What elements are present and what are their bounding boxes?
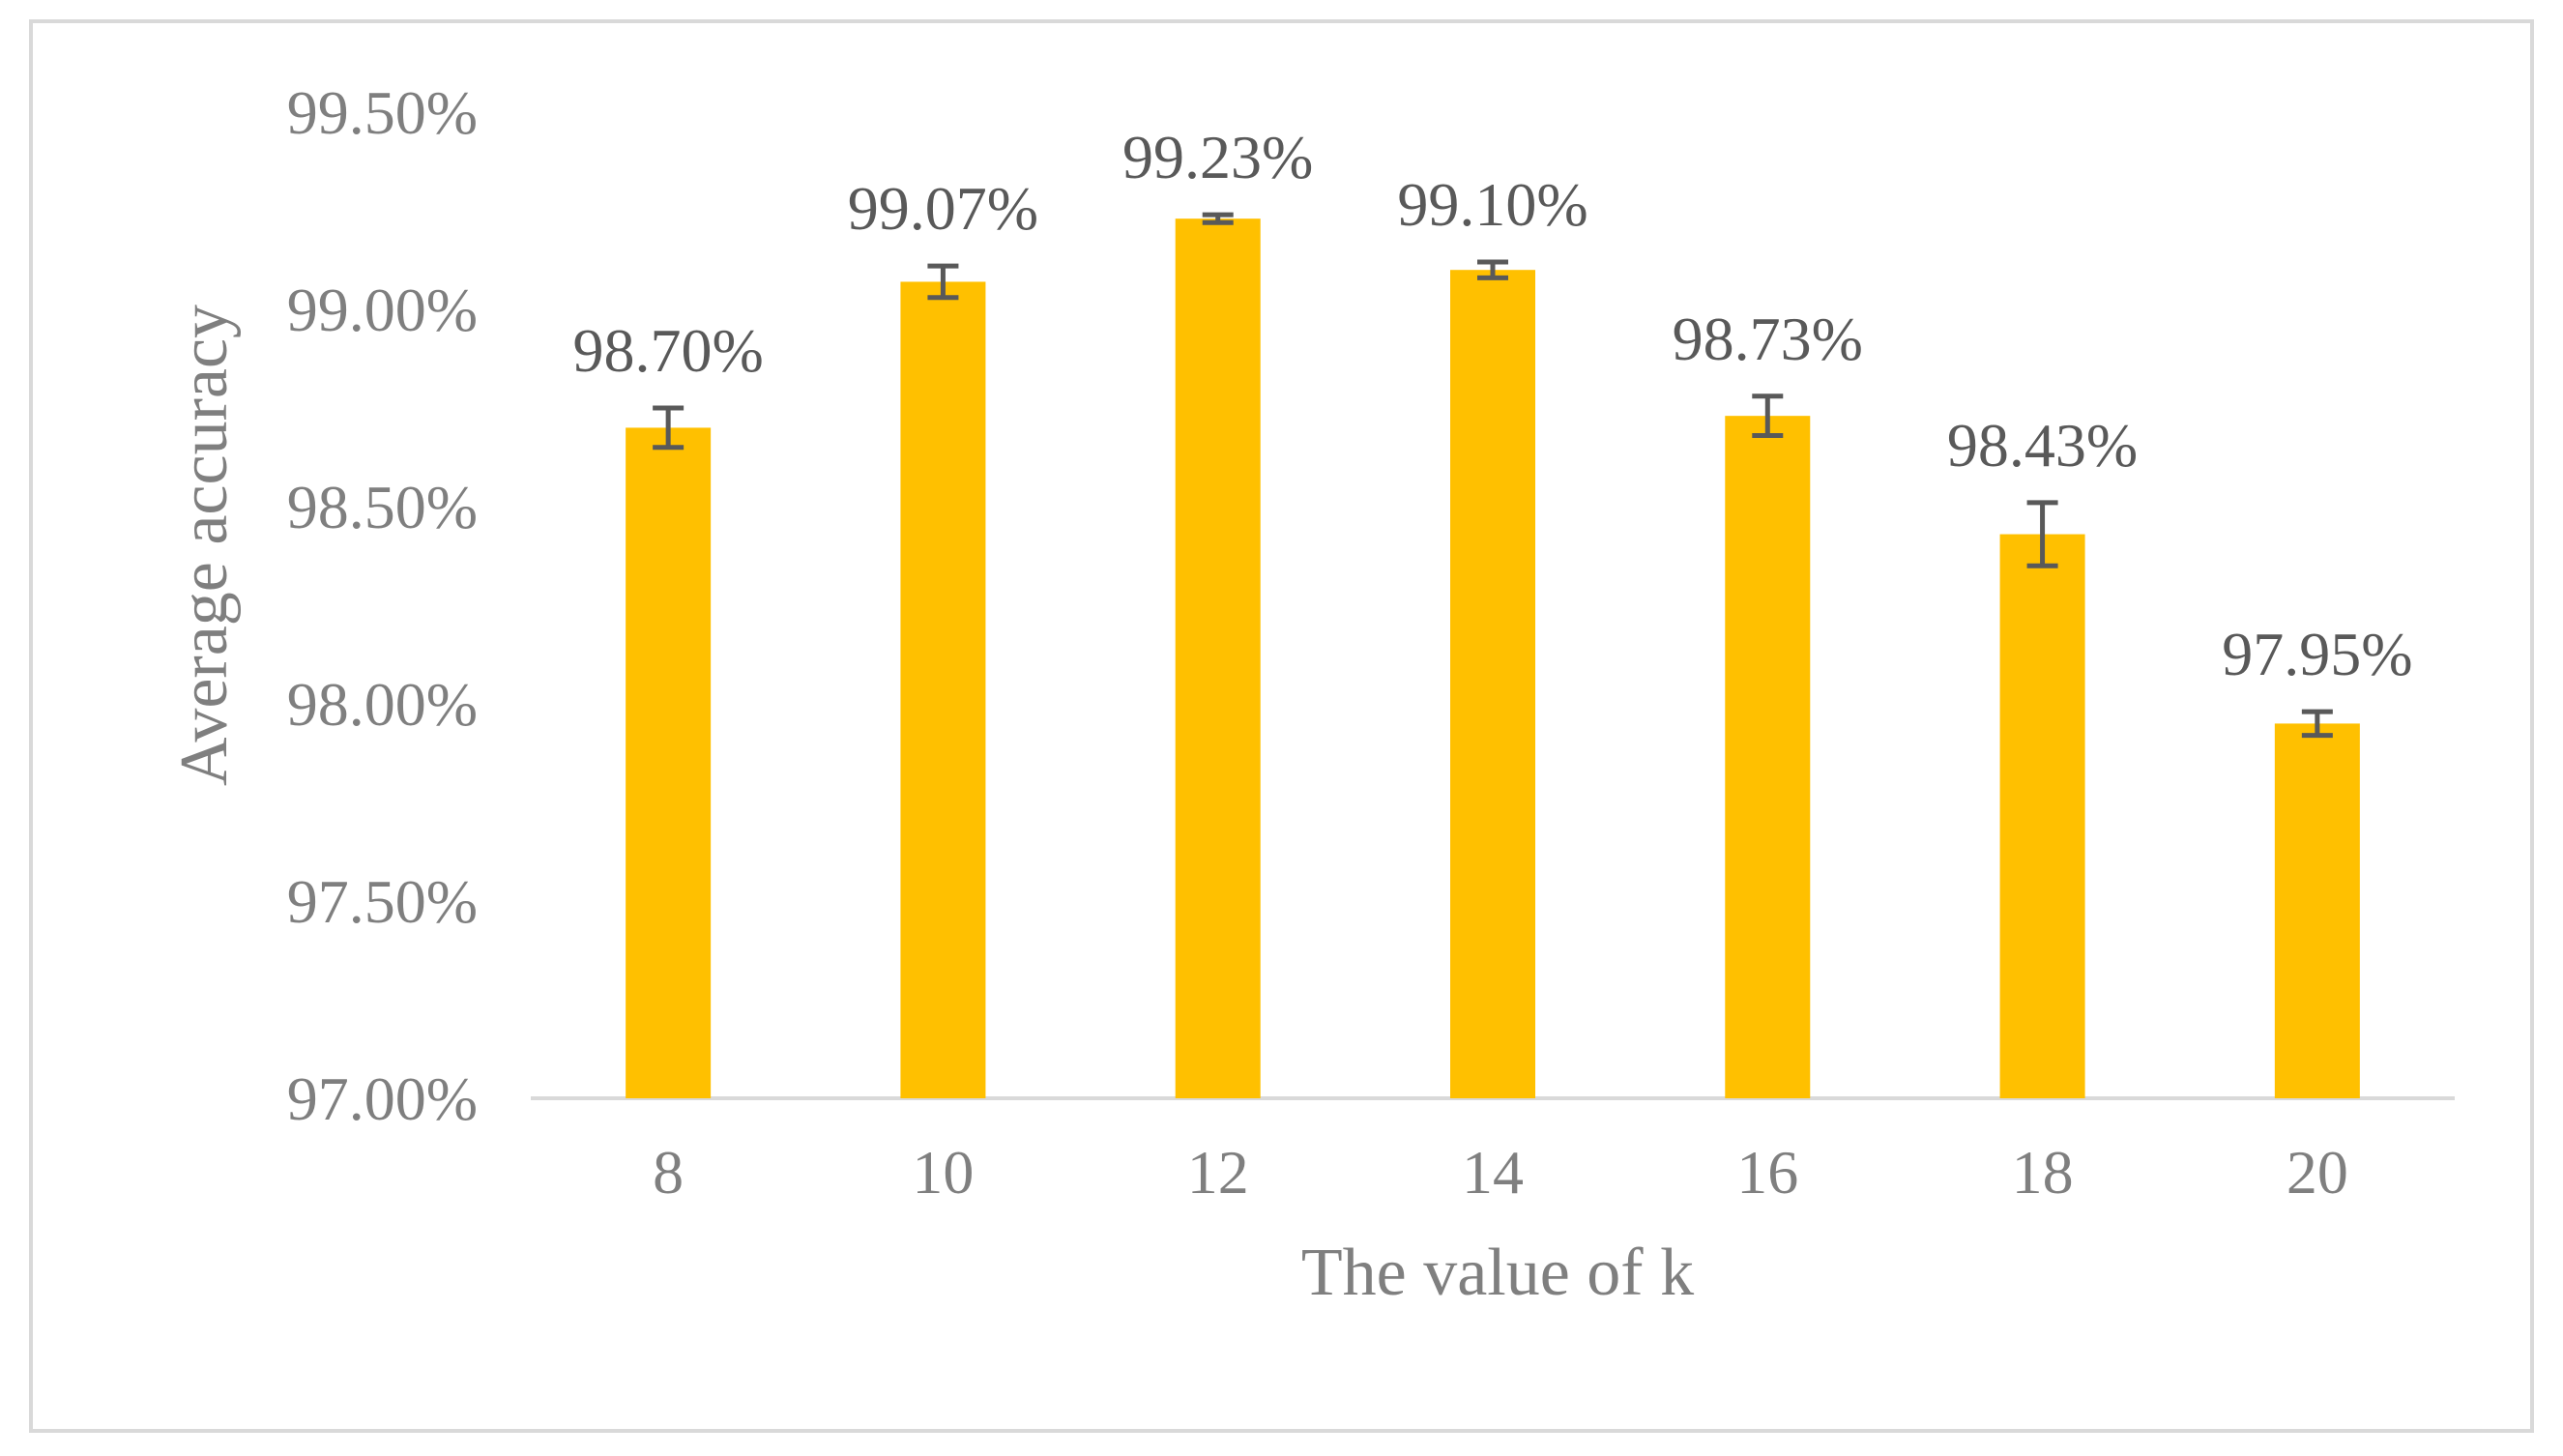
x-tick-label: 18 [2012,1138,2074,1207]
bars [626,218,2360,1098]
bar [1175,218,1261,1098]
x-tick-label: 16 [1736,1138,1798,1207]
bar [1999,534,2085,1098]
data-label: 99.10% [1397,170,1587,239]
y-axis-ticks: 97.00% 97.50% 98.00% 98.50% 99.00% 99.50% [287,78,478,1133]
y-axis-title: Average accuracy [167,305,242,786]
error-bars [653,212,2333,739]
data-label: 99.23% [1122,123,1313,191]
bar [1450,270,1535,1098]
data-label: 99.07% [848,174,1038,243]
error-bar [1202,212,1234,225]
y-tick-label: 98.50% [287,473,478,541]
data-labels: 98.70% 99.07% 99.23% 99.10% 98.73% 98.43% 97.9… [572,123,2412,688]
y-tick-label: 99.50% [287,78,478,147]
error-bar [2026,500,2058,568]
error-bar [1477,259,1508,280]
data-label: 98.70% [572,316,763,385]
data-label: 98.43% [1947,411,2138,480]
error-bar [2301,709,2333,739]
y-tick-label: 99.00% [287,276,478,344]
x-tick-label: 8 [653,1138,684,1207]
bar [2274,723,2360,1098]
x-tick-label: 14 [1462,1138,1524,1207]
chart-frame: 97.00% 97.50% 98.00% 98.50% 99.00% 99.50% 98.… [29,19,2534,1433]
x-axis-ticks: 8 10 12 14 16 18 20 [653,1138,2348,1207]
x-tick-label: 12 [1187,1138,1249,1207]
y-tick-label: 97.00% [287,1064,478,1133]
error-bar [927,263,959,301]
x-tick-label: 10 [912,1138,974,1207]
y-tick-label: 97.50% [287,867,478,936]
error-bar [653,405,684,451]
bar-chart: 97.00% 97.50% 98.00% 98.50% 99.00% 99.50% 98.… [167,78,2455,1310]
error-bar [1752,393,1784,439]
x-axis-title: The value of k [1301,1236,1694,1310]
bar [1725,416,1811,1098]
data-label: 98.73% [1673,305,1863,373]
bar [626,427,712,1098]
y-tick-label: 98.00% [287,670,478,739]
bar [900,281,986,1098]
data-label: 97.95% [2222,620,2412,688]
x-tick-label: 20 [2286,1138,2348,1207]
